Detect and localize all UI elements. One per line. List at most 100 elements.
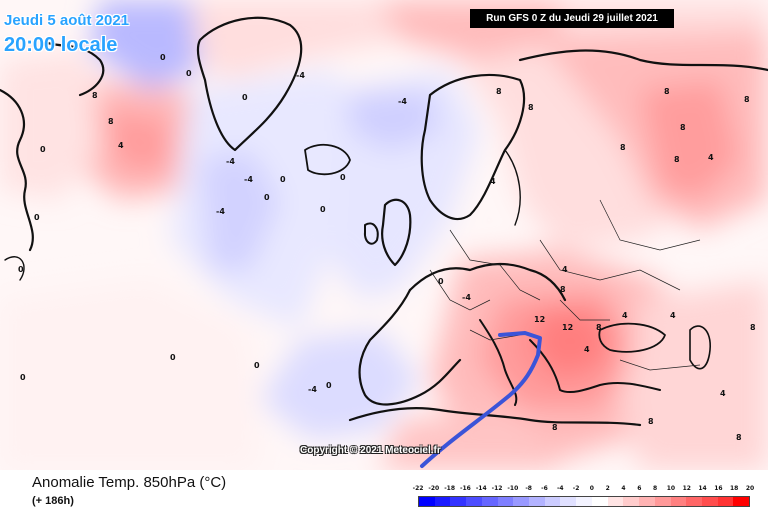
legend-swatch [607, 497, 624, 506]
anomaly-map: 8 8 4 0 0 0 -4 -4 0 -4 -4 0 0 0 0 8 8 4 … [0, 0, 768, 470]
legend-tick-labels: -22 -20 -18 -16 -14 -12 -10 -8 -6 -4 -2 0 2 4 6 8 10 12 14… [413, 485, 755, 495]
contour-labels: 8 8 4 0 0 0 -4 -4 0 -4 -4 0 0 0 0 8 8 4 … [18, 53, 756, 442]
legend-tick-label: 12 [682, 485, 691, 492]
contour-label: 0 [280, 175, 286, 184]
contour-label: 8 [680, 123, 686, 132]
legend-tick-label: 4 [621, 485, 626, 492]
contour-label: 4 [584, 345, 590, 354]
contour-label: 4 [670, 311, 676, 320]
contour-label: 0 [242, 93, 248, 102]
contour-label: 0 [254, 361, 260, 370]
legend-swatch [466, 497, 482, 506]
contour-label: 8 [736, 433, 742, 442]
contour-label: 0 [18, 265, 24, 274]
legend-tick-label: 8 [653, 485, 658, 492]
legend-tick-label: -4 [556, 485, 564, 492]
chart-title: Anomalie Temp. 850hPa (°C) [32, 474, 227, 491]
legend-tick-label: -16 [460, 485, 471, 492]
legend-swatch [717, 497, 734, 506]
contour-label: 8 [496, 87, 502, 96]
legend-swatch [529, 497, 545, 506]
contour-label: 4 [622, 311, 628, 320]
footer-bar: Anomalie Temp. 850hPa (°C) (+ 186h) -22-… [0, 470, 768, 512]
contour-label: 8 [92, 91, 98, 100]
legend-swatch [560, 497, 577, 506]
legend-tick-label: 6 [637, 485, 642, 492]
legend-tick-label: -14 [475, 485, 487, 492]
contour-label: 8 [750, 323, 756, 332]
legend-swatch [639, 497, 655, 506]
legend-tick-label: 0 [589, 485, 594, 492]
contour-label: -4 [226, 157, 235, 166]
legend-tick-label: 14 [698, 485, 707, 492]
contour-label: 8 [648, 417, 654, 426]
contour-label: 4 [490, 177, 496, 186]
legend-tick-label: -18 [444, 485, 456, 492]
legend-tick-label: 10 [666, 485, 676, 492]
contour-label: -4 [462, 293, 471, 302]
color-legend: -22 -20 -18 -16 -14 -12 -10 -8 -6 -4 -2 0 2 4 6 8 10 12 14… [413, 485, 755, 507]
contour-label: 8 [664, 87, 670, 96]
contour-label: 12 [534, 315, 545, 324]
contour-label: -4 [398, 97, 407, 106]
contour-label: 4 [562, 265, 568, 274]
legend-color-bar [418, 496, 750, 507]
contour-label: 0 [340, 173, 346, 182]
contour-label: 8 [620, 143, 626, 152]
contour-label: -4 [308, 385, 317, 394]
legend-swatch [591, 497, 608, 506]
contour-label: 12 [562, 323, 573, 332]
contour-label: 0 [264, 193, 270, 202]
contour-label: 0 [34, 213, 40, 222]
legend-tick-label: 2 [605, 485, 610, 492]
contour-label: 0 [160, 53, 166, 62]
forecast-lead-time: (+ 186h) [32, 495, 74, 507]
legend-tick-label: -12 [491, 485, 503, 492]
legend-tick-label: -22 [412, 485, 424, 492]
contour-label: 0 [438, 277, 444, 286]
legend-swatch [670, 497, 687, 506]
country-borders [429, 199, 701, 371]
legend-swatch [434, 497, 451, 506]
contour-label: 8 [596, 323, 602, 332]
coastlines [0, 16, 768, 427]
contour-label: 4 [720, 389, 726, 398]
forecast-local-time: 20:00 locale [4, 34, 118, 56]
contour-label: 4 [118, 141, 124, 150]
contour-label: 0 [320, 205, 326, 214]
contour-label: 4 [708, 153, 714, 162]
contour-label: 0 [186, 69, 192, 78]
legend-tick-label: -2 [572, 485, 580, 492]
legend-swatch [576, 497, 592, 506]
annotation-arrow [420, 331, 542, 468]
legend-swatch [497, 497, 514, 506]
legend-swatch [419, 497, 435, 506]
legend-swatch [623, 497, 640, 506]
forecast-date: Jeudi 5 août 2021 [4, 12, 130, 29]
legend-swatch [450, 497, 467, 506]
legend-tick-label: -20 [428, 485, 440, 492]
contour-label: 8 [108, 117, 114, 126]
run-label: Run GFS 0 Z du Jeudi 29 juillet 2021 [470, 9, 674, 28]
contour-label: 8 [528, 103, 534, 112]
legend-swatch [686, 497, 702, 506]
contour-label: 8 [552, 423, 558, 432]
legend-tick-label: 16 [714, 485, 723, 492]
legend-swatch [733, 497, 750, 506]
contour-label: -4 [296, 71, 305, 80]
contour-label: 0 [170, 353, 176, 362]
legend-swatch [701, 497, 718, 506]
contour-label: 0 [40, 145, 46, 154]
legend-tick-label: 18 [730, 485, 739, 492]
legend-swatch [654, 497, 671, 506]
contour-label: 8 [744, 95, 750, 104]
contour-label: -4 [216, 207, 225, 216]
contour-label: 0 [326, 381, 332, 390]
contour-label: 8 [674, 155, 680, 164]
contour-label: 0 [20, 373, 26, 382]
legend-swatch [513, 497, 530, 506]
legend-swatch [481, 497, 498, 506]
copyright-watermark: Copyright © 2021 Meteociel.fr [300, 445, 441, 456]
legend-tick-label: -6 [541, 485, 548, 492]
